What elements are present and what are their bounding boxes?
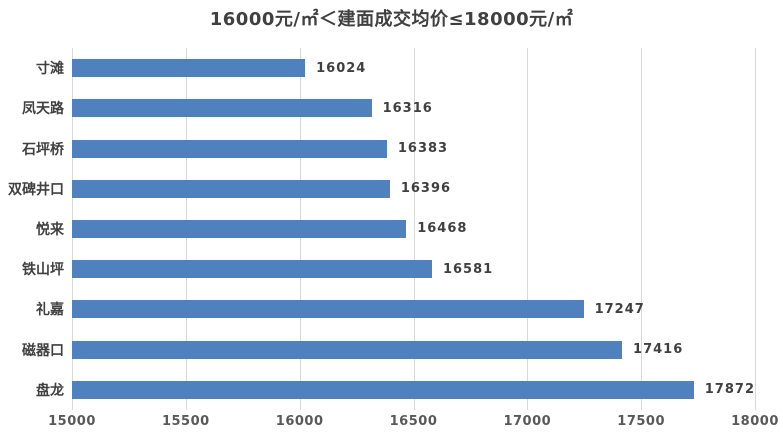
bar-row: 17416 [72, 330, 755, 370]
chart-title: 16000元/㎡＜建面成交均价≤18000元/㎡ [209, 9, 574, 30]
category-label: 盘龙 [36, 382, 64, 399]
bar-row: 16024 [72, 48, 755, 88]
x-tick-label: 17500 [617, 414, 666, 429]
x-tick-label: 18000 [731, 414, 779, 429]
bar-row: 16383 [72, 128, 755, 168]
bar [72, 99, 372, 118]
category-label: 悦来 [36, 221, 64, 238]
gridline [755, 48, 756, 410]
x-tick-label: 15500 [161, 414, 210, 429]
x-tick-label: 16000 [275, 414, 324, 429]
category-label: 磁器口 [22, 342, 64, 359]
bar [72, 260, 432, 279]
value-label: 17872 [704, 382, 755, 398]
bar-row: 16468 [72, 209, 755, 249]
category-label: 寸滩 [36, 61, 64, 78]
value-label: 16468 [417, 221, 468, 237]
bar [72, 340, 623, 359]
bar [72, 139, 387, 158]
bar-row: 16396 [72, 169, 755, 209]
value-label: 17247 [594, 301, 645, 317]
bar [72, 219, 407, 238]
bar [72, 300, 584, 319]
category-label: 礼嘉 [36, 302, 64, 319]
bar-row: 16316 [72, 88, 755, 128]
plot-area: 16024 16316 16383 16396 16468 16581 17247 17416… [72, 48, 756, 410]
value-label: 16396 [400, 181, 452, 197]
category-label: 凤天路 [22, 101, 64, 118]
x-tick-label: 15000 [48, 414, 96, 429]
category-label: 石坪桥 [22, 141, 64, 158]
bars-container: 16024 16316 16383 16396 16468 16581 17247 17416… [72, 48, 755, 410]
value-label: 17416 [633, 342, 684, 358]
value-label: 16581 [442, 261, 494, 277]
y-axis-labels: 寸滩凤天路石坪桥双碑井口悦来铁山坪礼嘉磁器口盘龙 [0, 48, 64, 410]
category-label: 双碑井口 [8, 181, 64, 198]
bar [72, 179, 390, 198]
bar-row: 16581 [72, 249, 755, 289]
gridline [527, 48, 529, 410]
gridline [413, 48, 415, 410]
bar [72, 380, 694, 399]
x-tick-label: 17000 [503, 414, 552, 429]
bar [72, 59, 306, 78]
value-label: 16316 [382, 100, 433, 116]
bar-row: 17247 [72, 289, 755, 329]
category-label: 铁山坪 [22, 262, 64, 279]
x-axis-labels: 15000 15500 16000 16500 17000 17500 18000 [48, 414, 778, 434]
value-label: 16383 [397, 141, 449, 157]
bar-row: 17872 [72, 370, 755, 410]
gridline [641, 48, 643, 410]
value-label: 16024 [316, 60, 367, 76]
x-tick-label: 16500 [389, 414, 438, 429]
